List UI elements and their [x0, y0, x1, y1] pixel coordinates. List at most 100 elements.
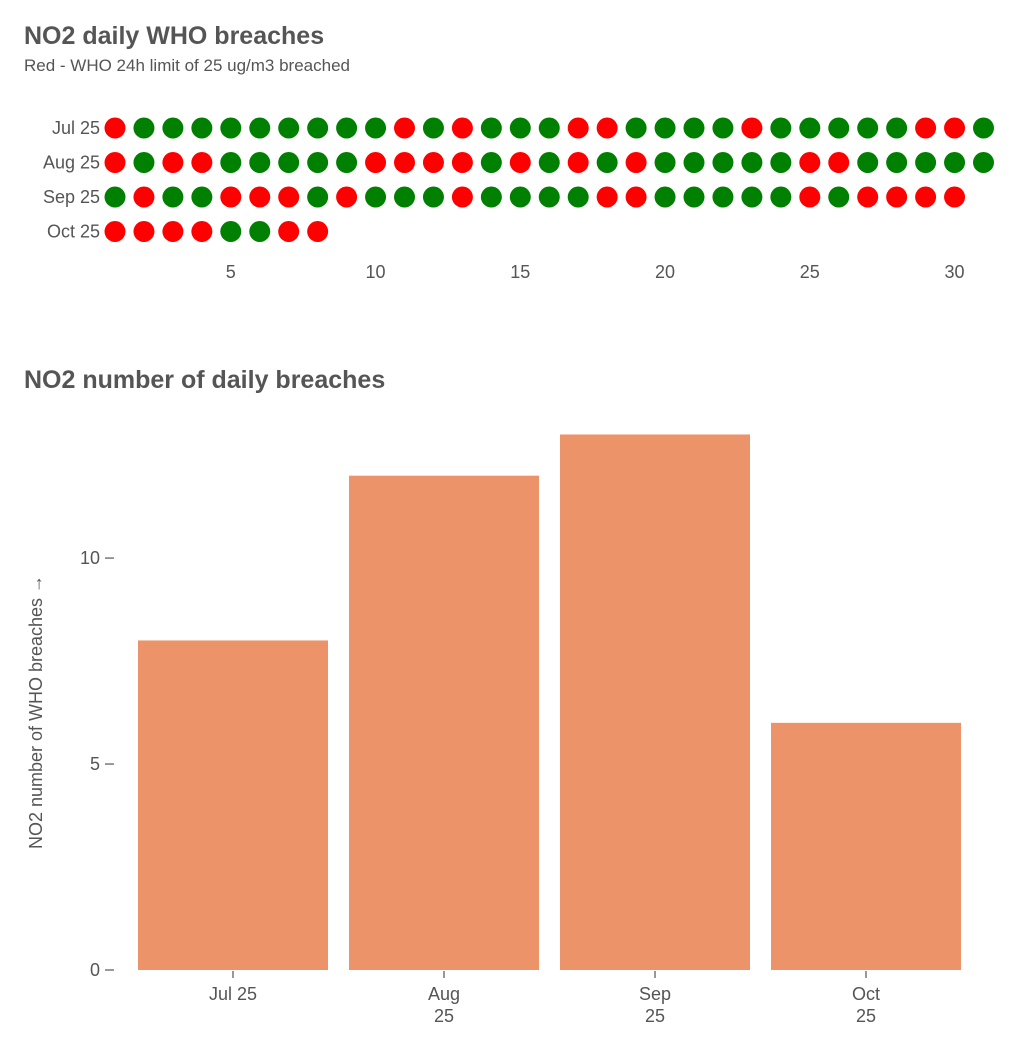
ok-dot	[422, 186, 444, 208]
breach-dot	[596, 186, 618, 208]
breach-dot	[133, 186, 155, 208]
ok-dot	[886, 152, 908, 173]
x-tick-label: 25	[645, 1006, 665, 1026]
ok-dot	[162, 186, 184, 208]
y-tick-label: 5	[90, 754, 100, 774]
breach-dot	[278, 221, 300, 242]
breach-dot	[162, 221, 184, 242]
ok-dot	[654, 186, 676, 208]
breach-dot	[828, 152, 850, 173]
ok-dot	[683, 117, 705, 139]
x-tick-label: 25	[856, 1006, 876, 1026]
x-tick-label: 20	[655, 262, 675, 282]
ok-dot	[944, 152, 966, 173]
breach-dot	[133, 221, 155, 242]
ok-dot	[625, 117, 647, 139]
x-tick-label: Oct	[852, 984, 880, 1004]
dot-chart-title: NO2 daily WHO breaches	[24, 22, 325, 50]
ok-dot	[712, 186, 734, 208]
ok-dot	[278, 152, 300, 173]
ok-dot	[828, 186, 850, 208]
ok-dot	[799, 117, 821, 139]
row-label: Oct 25	[47, 222, 100, 242]
ok-dot	[249, 117, 271, 139]
breach-dot	[422, 152, 444, 173]
ok-dot	[973, 117, 994, 139]
ok-dot	[422, 117, 444, 139]
breach-dot	[944, 186, 966, 208]
breach-dot	[191, 152, 213, 173]
breach-dot	[799, 186, 821, 208]
breach-dot	[625, 186, 647, 208]
x-tick-label: 10	[366, 262, 386, 282]
breach-dot	[741, 117, 763, 139]
bar	[138, 640, 328, 970]
x-tick-label: 25	[434, 1006, 454, 1026]
y-tick-label: 10	[80, 548, 100, 568]
bar	[771, 722, 961, 970]
ok-dot	[307, 117, 329, 139]
breach-dot	[104, 152, 126, 173]
ok-dot	[365, 117, 387, 139]
ok-dot	[191, 117, 213, 139]
breach-dot	[596, 117, 618, 139]
ok-dot	[712, 117, 734, 139]
breach-dot	[915, 117, 937, 139]
ok-dot	[857, 152, 879, 173]
breach-dot	[567, 117, 589, 139]
ok-dot	[480, 117, 502, 139]
x-tick-label: Sep	[639, 984, 671, 1004]
ok-dot	[336, 152, 358, 173]
ok-dot	[567, 186, 589, 208]
breach-dot	[191, 221, 213, 242]
ok-dot	[133, 152, 155, 173]
ok-dot	[770, 117, 792, 139]
bar	[560, 434, 750, 970]
breach-dot	[451, 117, 473, 139]
breach-dot	[307, 221, 329, 242]
ok-dot	[104, 186, 126, 208]
ok-dot	[509, 117, 531, 139]
row-label: Jul 25	[52, 118, 100, 138]
ok-dot	[307, 152, 329, 173]
ok-dot	[770, 186, 792, 208]
breach-dot	[625, 152, 647, 173]
ok-dot	[538, 117, 560, 139]
ok-dot	[654, 117, 676, 139]
x-tick-label: Aug	[428, 984, 460, 1004]
row-label: Aug 25	[43, 153, 100, 173]
ok-dot	[220, 152, 242, 173]
ok-dot	[538, 186, 560, 208]
ok-dot	[596, 152, 618, 173]
x-tick-label: 30	[945, 262, 965, 282]
breach-dot	[249, 186, 271, 208]
ok-dot	[538, 152, 560, 173]
ok-dot	[480, 186, 502, 208]
breach-dot	[394, 117, 415, 139]
daily-breach-dot-chart: Jul 25 Aug 25 Sep 25 Oct 25 5 10 15 20 25 30	[43, 117, 994, 282]
breach-dot	[220, 186, 242, 208]
breach-dot	[104, 117, 126, 139]
ok-dot	[683, 186, 705, 208]
ok-dot	[162, 117, 184, 139]
ok-dot	[220, 117, 242, 139]
breach-dot	[394, 152, 415, 173]
row-label: Sep 25	[43, 187, 100, 207]
ok-dot	[915, 152, 937, 173]
ok-dot	[828, 117, 850, 139]
ok-dot	[741, 186, 763, 208]
breach-dot	[799, 152, 821, 173]
y-axis-label: NO2 number of WHO breaches →	[26, 575, 46, 849]
breach-dot	[336, 186, 358, 208]
breach-dot	[886, 186, 908, 208]
bar-chart-title: NO2 number of daily breaches	[24, 366, 386, 394]
ok-dot	[973, 152, 994, 173]
ok-dot	[336, 117, 358, 139]
ok-dot	[307, 186, 329, 208]
ok-dot	[191, 186, 213, 208]
ok-dot	[394, 186, 415, 208]
ok-dot	[220, 221, 242, 242]
ok-dot	[249, 152, 271, 173]
x-tick-label: Jul 25	[209, 984, 257, 1004]
dot-chart-subtitle: Red - WHO 24h limit of 25 ug/m3 breached	[24, 56, 350, 75]
